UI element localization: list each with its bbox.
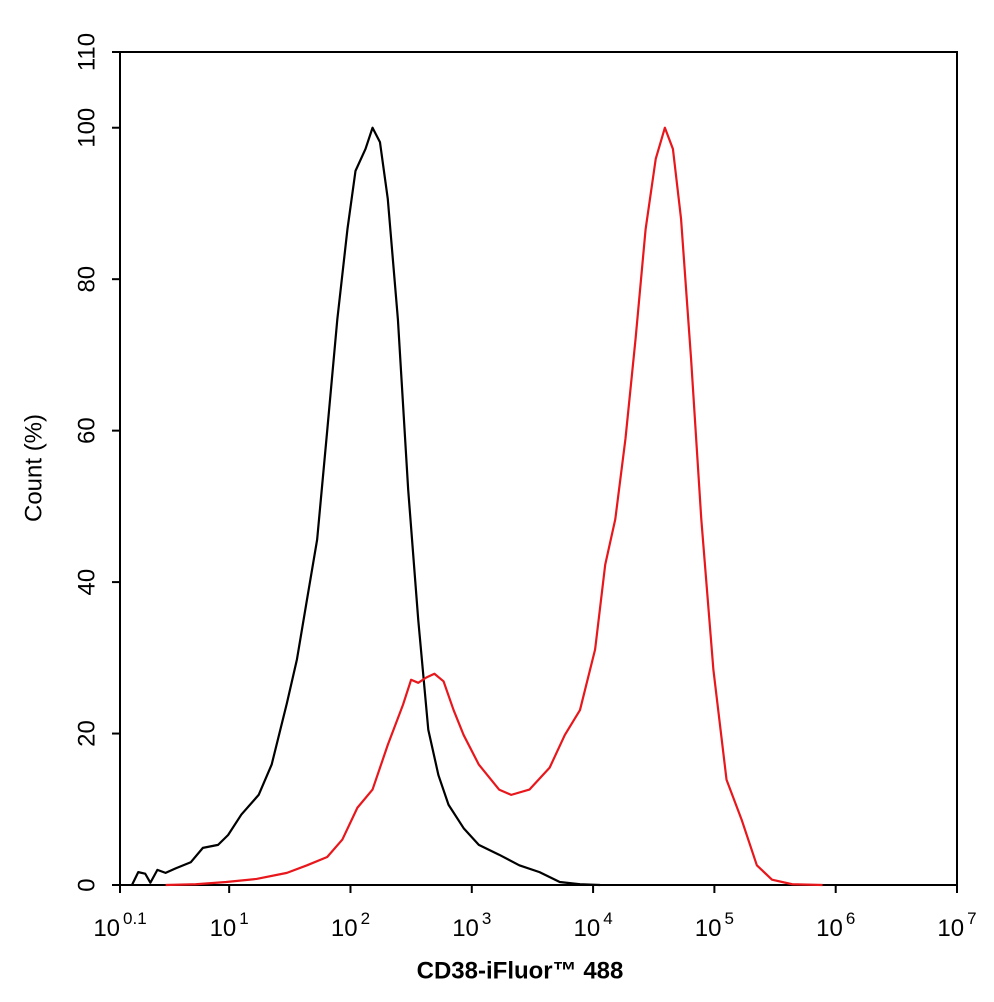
- x-tick-base: 10: [937, 915, 964, 942]
- x-tick-base: 10: [452, 915, 479, 942]
- x-tick-exponent: 3: [482, 909, 491, 928]
- x-tick-exponent: 6: [846, 909, 855, 928]
- x-tick-exponent: 4: [603, 909, 612, 928]
- y-tick-label: 80: [73, 266, 100, 293]
- x-tick-label: 10 2: [331, 909, 370, 942]
- x-tick-label: 10 5: [695, 909, 734, 942]
- histogram-line: [165, 126, 823, 887]
- y-tick-label: 110: [73, 33, 100, 71]
- x-tick-label: 10 7: [937, 909, 976, 942]
- y-tick-label: 100: [73, 108, 100, 148]
- x-tick-exponent: 1: [239, 909, 248, 928]
- y-tick-label: 20: [73, 720, 100, 747]
- x-tick-base: 10: [574, 915, 601, 942]
- y-tick-label: 40: [73, 569, 100, 596]
- x-tick-label: 10 1: [210, 909, 249, 942]
- y-tick-label: 0: [73, 878, 100, 891]
- x-tick-label: 10 3: [452, 909, 491, 942]
- x-tick-base: 10: [695, 915, 722, 942]
- x-tick-exponent: 5: [725, 909, 734, 928]
- x-tick-base: 10: [816, 915, 843, 942]
- histogram-line: [130, 126, 601, 887]
- x-tick-base: 10: [331, 915, 358, 942]
- x-tick-label: 10 0.1: [93, 909, 146, 942]
- y-tick-label: 60: [73, 417, 100, 444]
- x-tick-base: 10: [210, 915, 237, 942]
- x-tick-exponent: 7: [967, 909, 976, 928]
- x-tick-label: 10 4: [574, 909, 613, 942]
- x-tick-exponent: 2: [361, 909, 370, 928]
- x-tick-base: 10: [93, 915, 120, 942]
- x-axis-title: CD38-iFluor™ 488: [417, 957, 624, 984]
- x-tick-exponent: 0.1: [123, 909, 147, 928]
- y-axis-title: Count (%): [20, 414, 47, 522]
- plot-frame: [119, 51, 958, 886]
- x-tick-label: 10 6: [816, 909, 855, 942]
